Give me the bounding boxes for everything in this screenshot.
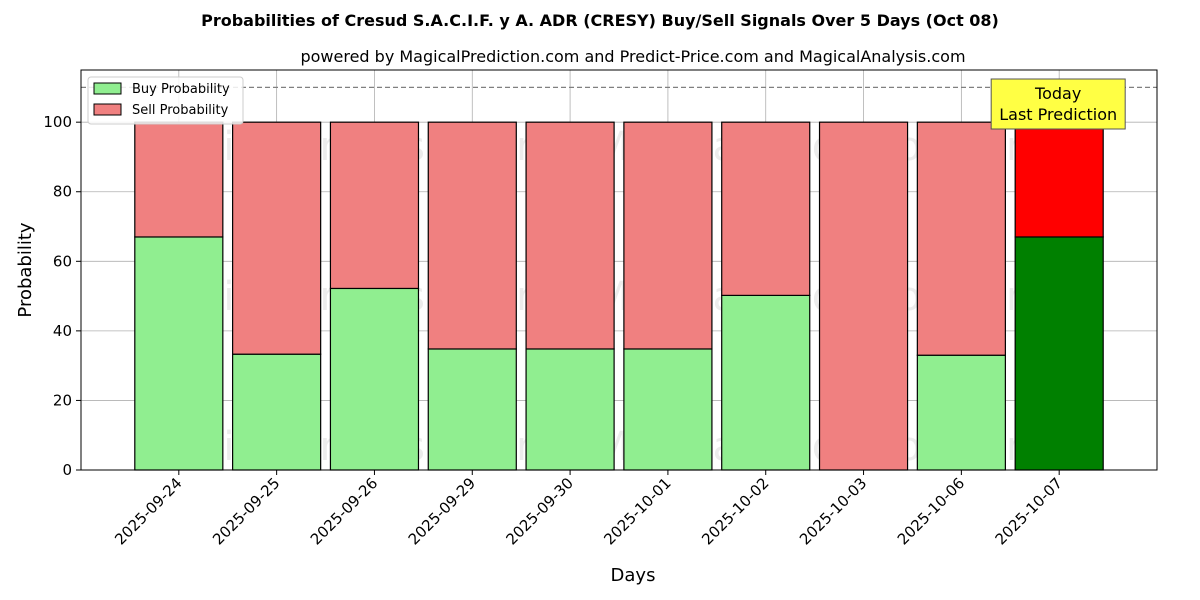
buy-bar <box>525 348 615 471</box>
x-tick-label: 2025-09-26 <box>307 474 381 548</box>
sell-bar <box>232 121 322 355</box>
chart-subtitle: powered by MagicalPrediction.com and Pre… <box>300 47 965 66</box>
x-tick-label: 2025-10-03 <box>796 474 870 548</box>
legend: Buy Probability Sell Probability <box>87 76 244 125</box>
sell-bar <box>525 121 615 350</box>
buy-bar <box>329 287 420 471</box>
buy-bar <box>134 236 224 471</box>
y-axis-title: Probability <box>15 222 36 317</box>
y-axis: 0 20 40 60 80 100 <box>43 113 81 479</box>
sell-bar <box>134 121 224 238</box>
y-tick-label: 20 <box>53 391 72 409</box>
buy-bar <box>427 348 517 471</box>
annotation-text: Today <box>1034 84 1081 103</box>
x-axis-title: Days <box>611 565 656 586</box>
buy-bar <box>916 354 1006 471</box>
sell-bar <box>329 121 420 290</box>
annotation: Today Last Prediction <box>990 78 1126 130</box>
y-tick-label: 80 <box>53 183 72 201</box>
annotation-box <box>990 78 1126 130</box>
x-tick-label: 2025-09-30 <box>503 474 577 548</box>
chart-title: Probabilities of Cresud S.A.C.I.F. y A. … <box>201 11 999 30</box>
x-tick-label: 2025-10-01 <box>600 474 674 548</box>
sell-bar <box>916 121 1006 356</box>
x-tick-label: 2025-10-02 <box>698 474 772 548</box>
x-tick-label: 2025-10-06 <box>894 474 968 548</box>
annotation-text: Last Prediction <box>999 105 1117 124</box>
x-tick-label: 2025-09-29 <box>405 474 479 548</box>
y-tick-label: 100 <box>43 113 72 131</box>
x-axis: 2025-09-24 2025-09-25 2025-09-26 2025-09-29… <box>111 470 1066 548</box>
x-tick-label: 2025-09-25 <box>209 474 283 548</box>
x-tick-label: 2025-09-24 <box>111 474 185 548</box>
legend-swatch <box>93 103 122 116</box>
legend-label: Sell Probability <box>132 103 229 118</box>
buy-bar <box>623 348 713 471</box>
buy-bar <box>232 353 322 471</box>
sell-bar <box>721 121 811 296</box>
buy-bar <box>1014 236 1104 471</box>
legend-label: Buy Probability <box>132 82 230 97</box>
y-tick-label: 40 <box>53 322 72 340</box>
y-tick-label: 60 <box>53 252 72 270</box>
sell-bar <box>1014 121 1104 238</box>
bars <box>134 121 1104 471</box>
legend-swatch <box>93 82 122 95</box>
buy-bar <box>721 294 811 471</box>
y-tick-label: 0 <box>62 461 72 479</box>
x-tick-label: 2025-10-07 <box>992 474 1066 548</box>
legend-box <box>87 76 244 125</box>
plot-frame <box>80 69 1158 471</box>
sell-bar <box>818 121 909 471</box>
sell-bar <box>427 121 517 350</box>
sell-bar <box>623 121 713 350</box>
